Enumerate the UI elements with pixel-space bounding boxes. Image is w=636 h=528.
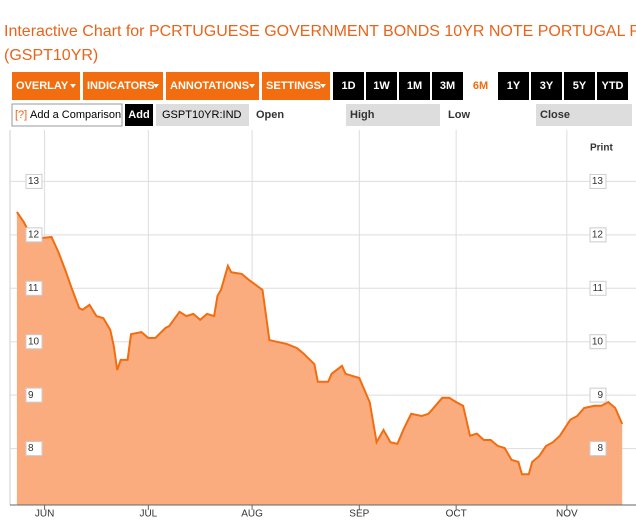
y-tick-box (589, 173, 607, 189)
range-label[interactable]: 1D (341, 80, 355, 92)
field-box (346, 104, 440, 126)
x-tick-label: SEP (349, 509, 369, 520)
x-tick-label: JUL (139, 509, 157, 520)
y-tick-label: 9 (28, 390, 34, 401)
range-button[interactable] (597, 72, 628, 100)
line (16, 211, 624, 476)
x-tick-label: OCT (446, 509, 467, 520)
field-label: Open (256, 109, 284, 121)
range-label[interactable]: 1M (407, 80, 422, 92)
menu-label[interactable]: ANNOTATIONS (170, 80, 249, 92)
range-label[interactable]: 3Y (540, 80, 554, 92)
range-label[interactable]: 1Y (507, 80, 521, 92)
y-tick-label: 9 (597, 390, 603, 401)
range-button[interactable] (564, 72, 595, 100)
y-tick-box (25, 441, 43, 457)
y-tick-label: 13 (592, 176, 604, 187)
title: Interactive Chart for PCRTUGUESE GOVERNM… (4, 23, 636, 40)
add-label[interactable]: Add (128, 109, 149, 121)
range-label[interactable]: YTD (602, 80, 624, 92)
menu-label[interactable]: SETTINGS (266, 80, 321, 92)
menu-button[interactable] (83, 72, 163, 100)
y-tick-box (25, 334, 43, 350)
y-tick-label: 11 (593, 283, 604, 294)
menu-button[interactable] (262, 72, 330, 100)
field-label: Low (448, 109, 470, 121)
y-tick-label: 10 (592, 336, 604, 347)
range-button[interactable] (465, 72, 496, 100)
y-tick-box (589, 227, 607, 243)
menu-arrow[interactable] (70, 84, 76, 88)
range-button[interactable] (498, 72, 529, 100)
range-label[interactable]: 1W (373, 80, 390, 92)
y-tick-box (25, 227, 43, 243)
y-tick-box (25, 387, 43, 403)
y-tick-label: 10 (28, 336, 40, 347)
menu-label[interactable]: OVERLAY (16, 80, 69, 92)
range-label[interactable]: 5Y (573, 80, 587, 92)
range-button[interactable] (432, 72, 463, 100)
menu-arrow[interactable] (320, 84, 326, 88)
range-button[interactable] (399, 72, 430, 100)
y-tick-box (589, 441, 607, 457)
x-tick-label: AUG (241, 509, 263, 520)
y-tick-label: 13 (28, 176, 40, 187)
range-label[interactable]: 6M (473, 80, 488, 92)
range-label[interactable]: 3M (440, 80, 455, 92)
help-icon[interactable]: [?] (15, 109, 27, 121)
x-tick-label: NOV (556, 509, 578, 520)
field-box (536, 104, 632, 126)
menu-label[interactable]: INDICATORS (87, 80, 154, 92)
add-button[interactable] (125, 104, 153, 126)
field-label: High (350, 109, 375, 121)
menu-button[interactable] (166, 72, 259, 100)
print-link[interactable]: Print (590, 143, 613, 154)
range-button[interactable] (531, 72, 562, 100)
symbol: GSPT10YR:IND (162, 109, 242, 121)
y-tick-label: 8 (597, 443, 603, 454)
comparison-input[interactable]: Add a Comparison (30, 109, 121, 121)
menu-button[interactable] (12, 72, 80, 100)
symbol-box (156, 104, 249, 126)
range-button[interactable] (333, 72, 364, 100)
range-button[interactable] (366, 72, 397, 100)
menu-arrow[interactable] (249, 84, 255, 88)
y-tick-label: 12 (592, 229, 604, 240)
y-tick-box (25, 173, 43, 189)
field-label: Close (540, 109, 570, 121)
y-tick-box (589, 280, 607, 296)
menu-arrow[interactable] (153, 84, 159, 88)
title: (GSPT10YR) (4, 47, 98, 64)
y-tick-label: 11 (28, 283, 39, 294)
area (16, 211, 623, 505)
y-tick-label: 12 (28, 229, 40, 240)
x-tick-label: JUN (35, 509, 54, 520)
y-tick-box (589, 387, 607, 403)
comparison-box[interactable] (11, 103, 123, 127)
y-tick-box (589, 334, 607, 350)
y-tick-label: 8 (28, 443, 34, 454)
y-tick-box (25, 280, 43, 296)
